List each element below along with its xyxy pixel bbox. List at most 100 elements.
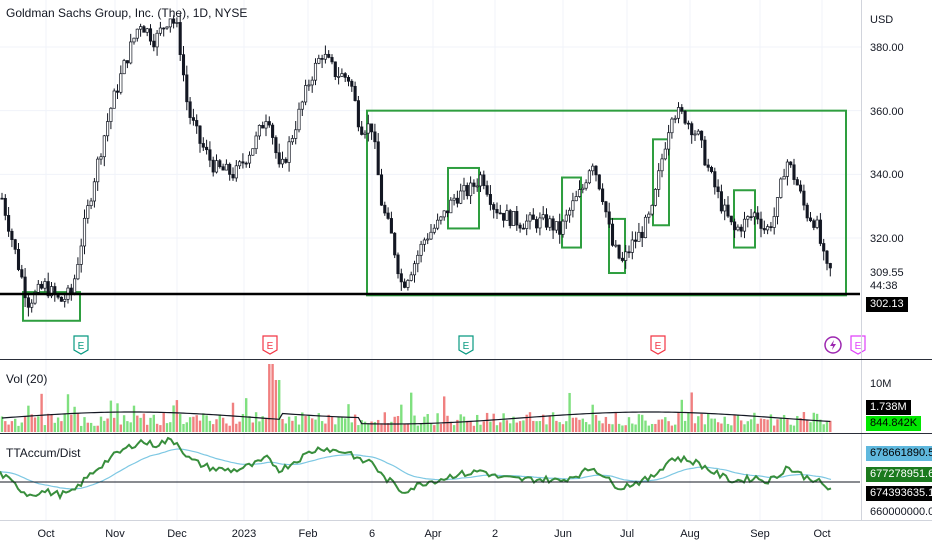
volume-bar-down [136, 415, 139, 432]
candle-down [789, 161, 793, 166]
volume-bar-up [208, 420, 212, 432]
volume-bar-up [502, 413, 505, 432]
volume-bar-up [462, 416, 466, 432]
candle-up [135, 28, 139, 39]
volume-bar-down [542, 414, 545, 432]
volume-bar-down [268, 364, 271, 432]
candle-up [409, 274, 413, 281]
volume-bar-up [400, 404, 403, 432]
candle-down [518, 224, 522, 229]
candle-up [317, 58, 321, 64]
candle-down [185, 74, 189, 103]
candle-down [191, 117, 195, 121]
x-label-apr: Apr [424, 528, 442, 540]
volume-bar-up [241, 414, 245, 432]
candle-up [584, 182, 588, 189]
candle-down [383, 204, 387, 214]
candle-down [195, 120, 199, 127]
volume-bar-up [340, 416, 344, 432]
candle-down [690, 123, 694, 136]
candle-up [432, 227, 436, 233]
volume-bar-up [479, 424, 482, 432]
volume-bar-up [423, 416, 426, 432]
candle-down [244, 162, 248, 165]
volume-bar-down [215, 419, 218, 432]
candle-up [416, 254, 420, 265]
indicator-pane-divider[interactable] [0, 433, 932, 434]
candle-down [627, 251, 631, 254]
volume-bar-down [515, 422, 518, 432]
candle-down [188, 101, 192, 118]
volume-pane-label[interactable]: Vol (20) [6, 372, 48, 386]
candle-down [495, 209, 499, 214]
candle-up [564, 214, 568, 222]
volume-bar-up [697, 416, 700, 432]
volume-bar-up [664, 417, 667, 432]
candle-down [261, 125, 265, 129]
x-label-oct-2: Oct [813, 528, 831, 540]
volume-bar-down [370, 421, 373, 432]
volume-bar-down [528, 412, 532, 432]
candle-down [23, 276, 27, 299]
candle-up [660, 158, 664, 172]
candle-down [472, 182, 476, 187]
candle-up [459, 190, 463, 204]
volume-bar-down [449, 421, 452, 432]
candle-up [251, 148, 255, 156]
volume-bar-down [571, 417, 575, 432]
candle-up [297, 108, 301, 131]
candle-down [274, 137, 278, 154]
volume-bar-down [443, 396, 446, 432]
candle-up [102, 135, 106, 158]
volume-bar-down [406, 423, 410, 432]
volume-bar-up [743, 424, 746, 432]
volume-bar-down [492, 413, 495, 432]
candle-up [528, 214, 532, 222]
volume-bar-up [248, 416, 251, 432]
volume-bar-up [611, 424, 614, 432]
volume-bar-up [419, 423, 423, 432]
candle-down [686, 122, 690, 125]
indicator-level-tag: 674393635.14 [866, 486, 932, 501]
candle-down [828, 263, 832, 269]
volume-bar-down [456, 419, 459, 432]
candle-down [610, 223, 615, 246]
volume-pane-divider[interactable] [0, 359, 932, 360]
volume-bar-up [713, 418, 716, 432]
volume-bar-up [80, 425, 83, 432]
candle-up [462, 185, 466, 192]
volume-bar-down [327, 414, 330, 432]
candle-down [320, 58, 324, 60]
candle-up [294, 129, 298, 139]
volume-bar-up [314, 419, 317, 432]
candle-down [3, 198, 7, 216]
candle-down [558, 221, 562, 235]
volume-bar-down [142, 413, 146, 432]
volume-bar-up [822, 424, 825, 432]
volume-bar-up [674, 424, 677, 432]
volume-bar-down [614, 412, 617, 432]
candle-up [736, 226, 740, 231]
indicator-pane-label[interactable]: TTAccum/Dist [6, 446, 81, 460]
range-box [561, 176, 582, 249]
candle-up [752, 212, 756, 218]
volume-bar-down [802, 412, 806, 432]
volume-bar-down [231, 402, 235, 432]
volume-bar-up [584, 422, 588, 432]
volume-bar-down [271, 364, 274, 432]
volume-bar-down [380, 423, 383, 432]
volume-bar-down [264, 418, 268, 432]
currency-label[interactable]: USD [870, 14, 894, 26]
candle-up [554, 221, 558, 231]
candle-down [162, 27, 166, 30]
volume-bar-down [86, 422, 89, 432]
candle-down [719, 191, 723, 212]
candle-down [482, 174, 486, 186]
candle-up [422, 239, 426, 245]
volume-bar-up [581, 418, 584, 432]
candle-down [373, 131, 377, 143]
candle-up [92, 181, 96, 202]
candle-up [63, 298, 67, 302]
